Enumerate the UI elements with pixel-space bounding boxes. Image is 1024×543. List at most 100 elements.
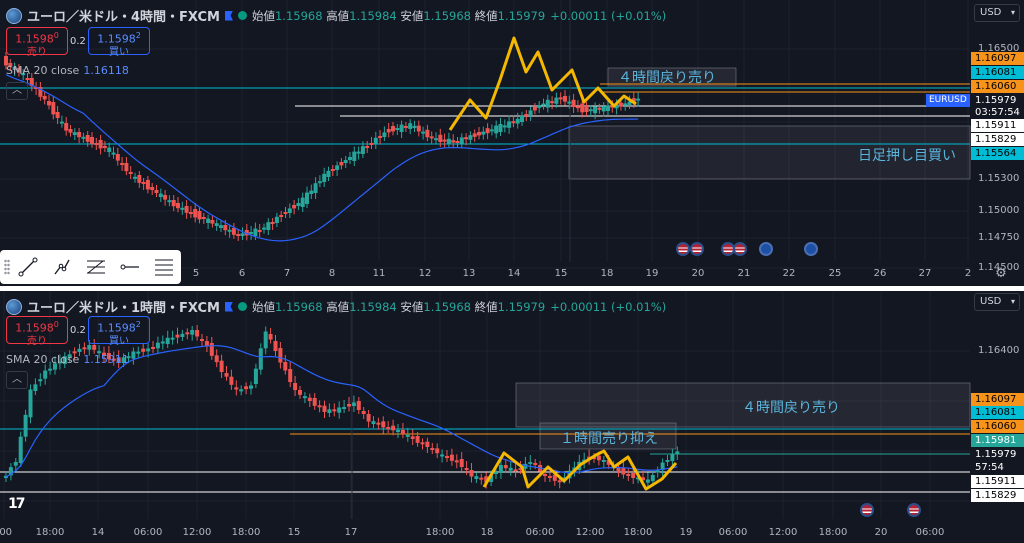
time-tick: 12:00 [768, 527, 798, 538]
candle [219, 360, 224, 372]
annotation-1h-sell-pressure[interactable]: １時間売り抑え [560, 431, 658, 447]
flag-icon[interactable] [224, 10, 233, 21]
collapse-legend-button[interactable]: ︿ [6, 371, 28, 389]
chart-canvas-1h[interactable] [0, 291, 1024, 543]
candle [464, 137, 469, 140]
candle [631, 98, 636, 103]
candle [229, 376, 234, 385]
currency-select[interactable]: USD ▾ [974, 4, 1020, 22]
eu-event-icon[interactable] [804, 242, 818, 256]
candle [610, 105, 615, 108]
currency-select[interactable]: USD ▾ [974, 293, 1020, 311]
candle [317, 181, 322, 184]
candle [552, 474, 557, 481]
us-event-icon[interactable] [860, 503, 874, 517]
candle [412, 125, 417, 128]
candle [621, 468, 626, 475]
drag-handle-icon[interactable] [4, 259, 10, 275]
buy-button[interactable]: 1.15982 買い [88, 27, 150, 58]
candle [408, 123, 413, 129]
candle [337, 407, 342, 413]
drawing-favorites-toolbar[interactable] [0, 250, 181, 284]
candle [373, 137, 378, 144]
candle [257, 230, 262, 232]
candle [675, 451, 680, 454]
candle [214, 223, 219, 226]
candle [170, 337, 175, 340]
fib-icon[interactable] [80, 252, 112, 282]
candle [188, 212, 193, 214]
time-tick: 06:00 [915, 527, 945, 538]
symbol-title[interactable]: ユーロ／米ドル・4時間・FXCM [27, 10, 220, 25]
candle [528, 462, 533, 464]
candle [68, 129, 73, 133]
flag-icon[interactable] [224, 301, 233, 312]
candle [660, 462, 665, 470]
fib-channel-icon[interactable] [148, 252, 180, 282]
sma-legend[interactable]: SMA 20 close 1.15911 [6, 353, 129, 366]
gear-icon[interactable]: ⚙ [995, 266, 1007, 281]
path-icon[interactable] [46, 252, 78, 282]
candle [223, 225, 228, 231]
candle [348, 157, 352, 160]
candle [571, 99, 576, 107]
candle [507, 121, 512, 128]
candle [416, 125, 421, 132]
candle [209, 343, 214, 356]
us-event-icon[interactable] [676, 242, 690, 256]
candle [278, 348, 283, 363]
annotation-4h-sell[interactable]: ４時間戻り売り [742, 400, 840, 416]
us-event-icon[interactable] [907, 503, 921, 517]
candle [515, 118, 520, 124]
candle [425, 129, 430, 138]
wave-drawing [482, 449, 678, 491]
symbol-title[interactable]: ユーロ／米ドル・1時間・FXCM [27, 301, 220, 316]
annotation-daily-buy[interactable]: 日足押し目買い [858, 148, 956, 164]
chart-pane-1h[interactable]: ユーロ／米ドル・1時間・FXCM 始値1.15968 高値1.15984 安値1… [0, 291, 1024, 543]
horizontal-ray-icon[interactable] [114, 252, 146, 282]
candle [59, 121, 64, 124]
us-event-icon[interactable] [690, 242, 704, 256]
chart-pane-4h[interactable]: ユーロ／米ドル・4時間・FXCM 始値1.15968 高値1.15984 安値1… [0, 0, 1024, 286]
annotation-4h-sell[interactable]: ４時間戻り売り [618, 70, 716, 86]
time-tick: 21 [737, 268, 751, 279]
candle [459, 459, 464, 467]
tradingview-logo[interactable]: 17 [8, 496, 26, 512]
candle [366, 414, 371, 422]
price-tick: 1.15300 [978, 173, 1020, 184]
time-tick: 12 [418, 268, 432, 279]
candle [477, 132, 481, 136]
candle [601, 106, 606, 112]
pane-separator[interactable] [0, 286, 1024, 291]
candle [489, 475, 494, 482]
candle [150, 187, 155, 190]
candle [494, 125, 499, 134]
candle [293, 383, 298, 390]
collapse-legend-button[interactable]: ︿ [6, 82, 28, 100]
chart-canvas-4h[interactable] [0, 0, 1024, 286]
candle [126, 356, 131, 359]
sma-legend[interactable]: SMA 20 close 1.16118 [6, 64, 129, 77]
candle [274, 216, 279, 223]
candle [158, 193, 163, 197]
candle [464, 468, 469, 470]
candle [137, 175, 142, 183]
candle [77, 132, 82, 138]
candle [193, 209, 198, 218]
time-tick: 18:00 [623, 527, 653, 538]
sell-button[interactable]: 1.15980 売り [6, 316, 68, 347]
eu-event-icon[interactable] [759, 242, 773, 256]
candle [440, 454, 445, 457]
candle [455, 141, 460, 143]
candle [85, 135, 90, 142]
candle [330, 169, 335, 171]
buy-button[interactable]: 1.15982 買い [88, 316, 150, 347]
trend-line-icon[interactable] [12, 252, 44, 282]
candle [133, 176, 137, 179]
us-event-icon[interactable] [733, 242, 747, 256]
candle [305, 192, 309, 204]
sma-line [5, 74, 639, 242]
candle [523, 463, 528, 469]
time-tick: 19 [679, 527, 693, 538]
sell-button[interactable]: 1.15980 売り [6, 27, 68, 58]
